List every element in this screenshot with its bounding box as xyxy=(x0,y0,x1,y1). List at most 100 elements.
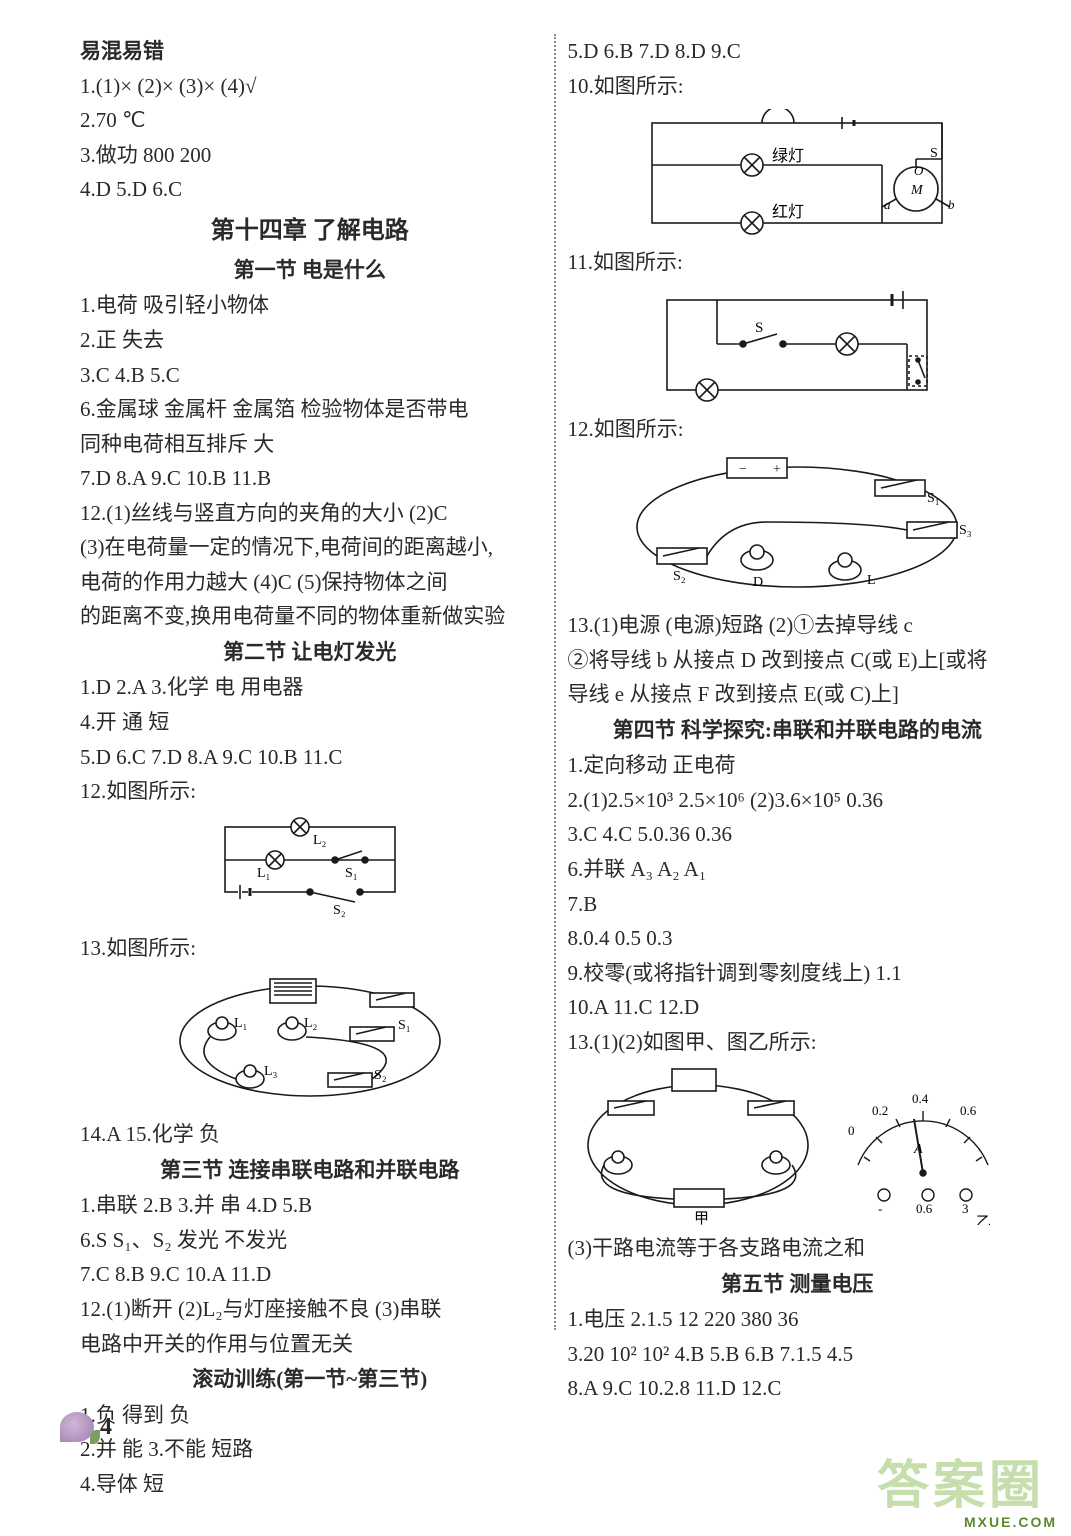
left-column: 易混易错 1.(1)× (2)× (3)× (4)√ 2.70 ℃ 3.做功 8… xyxy=(80,34,554,1370)
watermark-site: MXUE.COM xyxy=(964,1512,1057,1534)
r-line: ②将导线 b 从接点 D 改到接点 C(或 E)上[或将 xyxy=(568,644,1028,677)
circuit-physical-icon: L₁ L₂ L₃ S₁ S₂ xyxy=(160,971,460,1111)
l-line: 1.D 2.A 3.化学 电 用电器 xyxy=(80,671,540,704)
l-line: 14.A 15.化学 负 xyxy=(80,1118,540,1151)
r-line: 10.A 11.C 12.D xyxy=(568,991,1028,1024)
r-line: 13.(1)电源 (电源)短路 (2)①去掉导线 c xyxy=(568,609,1028,642)
svg-text:b: b xyxy=(948,197,955,212)
r-line: 7.B xyxy=(568,888,1028,921)
svg-text:L₂: L₂ xyxy=(313,833,327,848)
svg-text:0.6: 0.6 xyxy=(916,1201,933,1216)
l-line: 7.C 8.B 9.C 10.A 11.D xyxy=(80,1258,540,1291)
l-line: 同种电荷相互排斥 大 xyxy=(80,428,540,461)
circuit-diagram-icon: L₂ L₁ S₁ S₂ xyxy=(205,815,415,925)
r-line: 8.A 9.C 10.2.8 11.D 12.C xyxy=(568,1372,1028,1405)
l-line: 电荷的作用力越大 (4)C (5)保持物体之间 xyxy=(80,566,540,599)
r-line: 导线 e 从接点 F 改到接点 E(或 C)上] xyxy=(568,678,1028,711)
l-line: 4.D 5.D 6.C xyxy=(80,173,540,206)
l-line: 1.串联 2.B 3.并 串 4.D 5.B xyxy=(80,1189,540,1222)
svg-text:S: S xyxy=(930,146,938,161)
r-line: 11.如图所示: xyxy=(568,246,1028,279)
svg-text:红灯: 红灯 xyxy=(772,203,804,221)
svg-text:D: D xyxy=(753,575,763,590)
section-heading: 第五节 测量电压 xyxy=(568,1268,1028,1301)
l-line: 2.并 能 3.不能 短路 xyxy=(80,1433,540,1466)
circuit-diagram-icon: S xyxy=(647,286,947,406)
l-line: 5.D 6.C 7.D 8.A 9.C 10.B 11.C xyxy=(80,741,540,774)
svg-text:A: A xyxy=(913,1142,923,1157)
roll-train-heading: 滚动训练(第一节~第三节) xyxy=(80,1363,540,1396)
section-heading: 第四节 科学探究:串联和并联电路的电流 xyxy=(568,714,1028,747)
svg-text:−: − xyxy=(739,462,747,477)
svg-text:S₃: S₃ xyxy=(959,523,972,538)
circuit-physical-icon: − + S₁ S₂ S₃ D xyxy=(617,452,977,602)
chapter-heading: 第十四章 了解电路 xyxy=(80,213,540,250)
section-heading: 第一节 电是什么 xyxy=(80,254,540,287)
r-line: 12.如图所示: xyxy=(568,413,1028,446)
svg-text:+: + xyxy=(773,462,781,477)
l-line: 12.如图所示: xyxy=(80,775,540,808)
l-line: 3.C 4.B 5.C xyxy=(80,359,540,392)
svg-text:S₁: S₁ xyxy=(927,491,940,506)
figure-section2-q13: L₁ L₂ L₃ S₁ S₂ xyxy=(160,971,460,1111)
flower-icon xyxy=(60,1412,94,1442)
circuit-and-meter-icon: 甲 xyxy=(578,1065,998,1225)
svg-text:S₂: S₂ xyxy=(333,903,346,918)
svg-text:0: 0 xyxy=(848,1123,855,1138)
svg-text:-: - xyxy=(878,1201,882,1216)
svg-text:L₂: L₂ xyxy=(304,1016,318,1031)
figure-section4-q13: 甲 xyxy=(578,1065,998,1225)
svg-text:a: a xyxy=(884,197,891,212)
l-line: 12.(1)断开 (2)L₂与灯座接触不良 (3)串联 xyxy=(80,1293,540,1326)
l-line: 1.负 得到 负 xyxy=(80,1399,540,1432)
figure-rolltrain-q10: 绿灯 红灯 S M a O b xyxy=(632,109,962,239)
circuit-diagram-icon: 绿灯 红灯 S M a O b xyxy=(632,109,962,239)
r-line: 1.电压 2.1.5 12 220 380 36 xyxy=(568,1303,1028,1336)
svg-text:S₂: S₂ xyxy=(673,569,686,584)
r-line: 2.(1)2.5×10³ 2.5×10⁶ (2)3.6×10⁵ 0.36 xyxy=(568,784,1028,817)
r-line: 3.C 4.C 5.0.36 0.36 xyxy=(568,818,1028,851)
svg-text:M: M xyxy=(910,183,924,198)
l-line: 3.做功 800 200 xyxy=(80,139,540,172)
left-header-1: 易混易错 xyxy=(80,35,540,68)
r-line: 5.D 6.B 7.D 8.D 9.C xyxy=(568,35,1028,68)
l-line: 2.正 失去 xyxy=(80,324,540,357)
l-line: 1.电荷 吸引轻小物体 xyxy=(80,289,540,322)
figure-section2-q12: L₂ L₁ S₁ S₂ xyxy=(205,815,415,925)
svg-text:S: S xyxy=(755,320,763,336)
l-line: 的距离不变,换用电荷量不同的物体重新做实验 xyxy=(80,600,540,633)
svg-text:乙: 乙 xyxy=(976,1215,991,1225)
svg-text:L: L xyxy=(867,573,876,588)
section-heading: 第三节 连接串联电路和并联电路 xyxy=(80,1154,540,1187)
l-line: 12.(1)丝线与竖直方向的夹角的大小 (2)C xyxy=(80,497,540,530)
svg-text:S₁: S₁ xyxy=(398,1018,411,1033)
l-line: 7.D 8.A 9.C 10.B 11.B xyxy=(80,462,540,495)
l-line: 4.开 通 短 xyxy=(80,706,540,739)
svg-text:0.4: 0.4 xyxy=(912,1091,929,1106)
page-number: 4 xyxy=(100,1409,112,1446)
svg-text:0.2: 0.2 xyxy=(872,1103,888,1118)
page: 易混易错 1.(1)× (2)× (3)× (4)√ 2.70 ℃ 3.做功 8… xyxy=(0,0,1071,1450)
l-line: 2.70 ℃ xyxy=(80,104,540,137)
svg-text:甲: 甲 xyxy=(694,1211,709,1225)
section-heading: 第二节 让电灯发光 xyxy=(80,636,540,669)
r-line: 1.定向移动 正电荷 xyxy=(568,749,1028,782)
r-line: 10.如图所示: xyxy=(568,70,1028,103)
svg-text:3: 3 xyxy=(962,1201,969,1216)
l-line: 电路中开关的作用与位置无关 xyxy=(80,1328,540,1361)
l-line: 1.(1)× (2)× (3)× (4)√ xyxy=(80,70,540,103)
r-line: 8.0.4 0.5 0.3 xyxy=(568,922,1028,955)
l-line: 4.导体 短 xyxy=(80,1468,540,1501)
svg-text:L₁: L₁ xyxy=(234,1016,247,1031)
figure-rolltrain-q11: S xyxy=(647,286,947,406)
r-line: 9.校零(或将指针调到零刻度线上) 1.1 xyxy=(568,957,1028,990)
l-line: 13.如图所示: xyxy=(80,932,540,965)
svg-text:绿灯: 绿灯 xyxy=(772,147,804,165)
l-line: 6.S S₁、S₂ 发光 不发光 xyxy=(80,1224,540,1257)
l-line: 6.金属球 金属杆 金属箔 检验物体是否带电 xyxy=(80,393,540,426)
svg-text:L₃: L₃ xyxy=(264,1064,278,1079)
l-line: (3)在电荷量一定的情况下,电荷间的距离越小, xyxy=(80,531,540,564)
svg-text:O: O xyxy=(914,163,924,178)
r-line: 3.20 10² 10² 4.B 5.B 6.B 7.1.5 4.5 xyxy=(568,1338,1028,1371)
svg-text:L₁: L₁ xyxy=(257,866,270,881)
